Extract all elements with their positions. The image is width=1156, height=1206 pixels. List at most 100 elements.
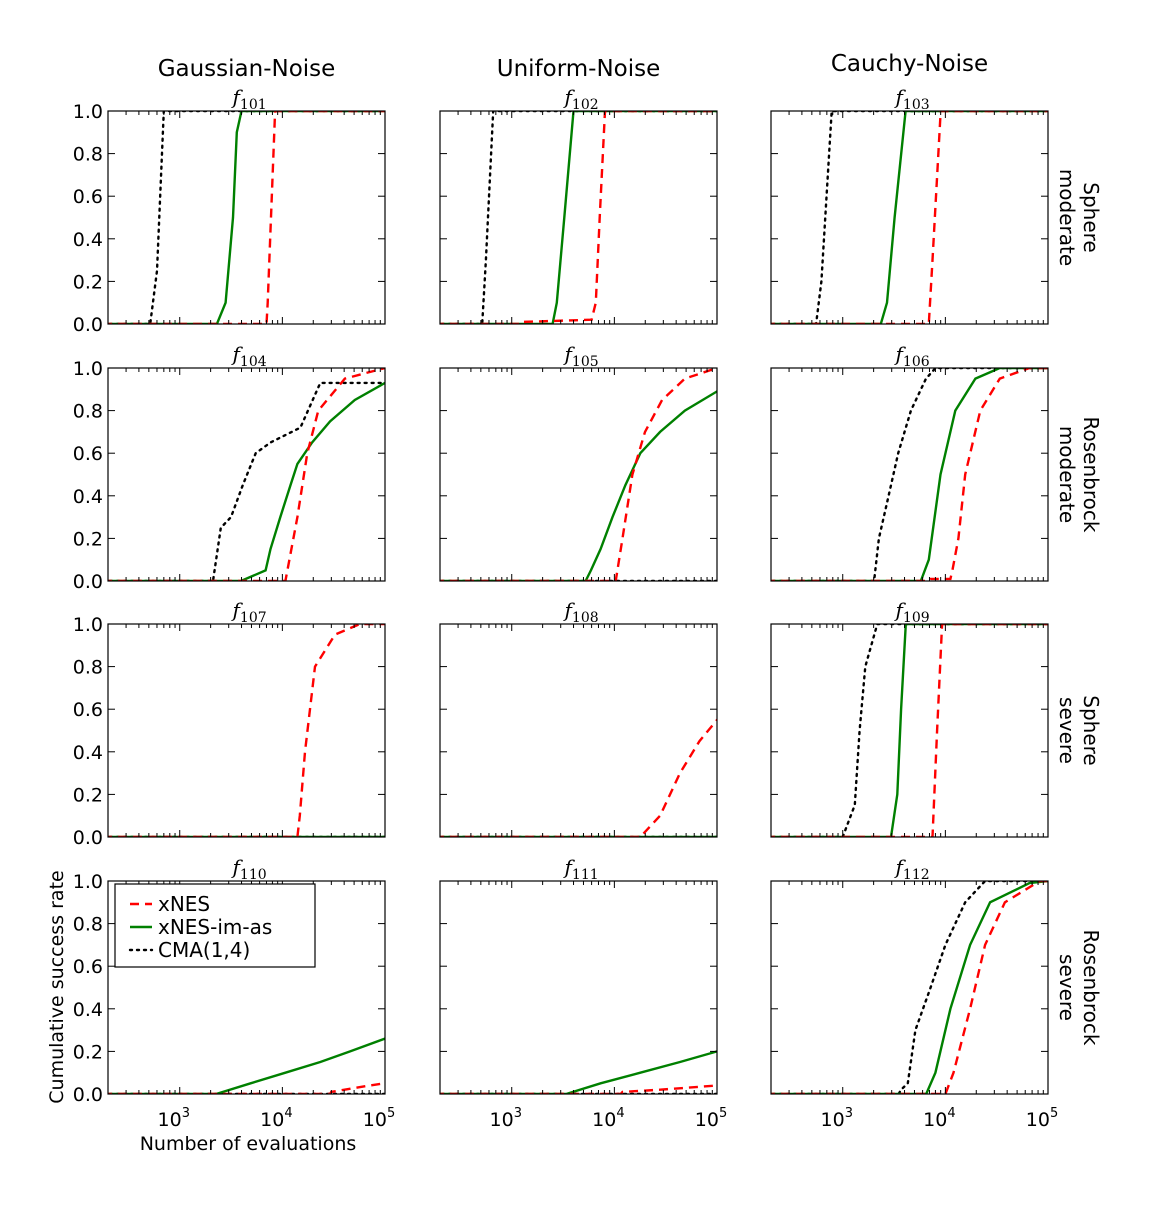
plot-area <box>440 718 717 837</box>
series-line-cma-1-4- <box>440 111 717 324</box>
panel-frame <box>770 880 1049 1095</box>
panel-frame <box>770 623 1049 838</box>
series-line-cma-1-4- <box>108 381 385 581</box>
row-label-line: Rosenbrock <box>1079 417 1103 533</box>
panel-title-sub: 101 <box>240 97 267 113</box>
series-line-cma-1-4- <box>771 111 1048 324</box>
panel-title-sub: 110 <box>240 867 267 883</box>
plot-area <box>108 368 385 581</box>
panel-102: f102 <box>439 85 718 325</box>
panel-title-sub: 111 <box>572 867 599 883</box>
panel-frame <box>439 623 718 838</box>
y-tick-label: 0.0 <box>73 314 103 336</box>
panel-title-sub: 103 <box>903 97 930 113</box>
x-tick-label: 103 <box>821 1106 853 1131</box>
series-line-xnes-im-as <box>108 111 385 324</box>
y-tick-label: 0.2 <box>73 528 103 550</box>
y-tick-label: 0.6 <box>73 443 103 465</box>
panel-title: f112 <box>894 855 930 883</box>
panel-title-sub: 105 <box>572 354 599 370</box>
series-line-cma-1-4- <box>771 624 1048 837</box>
panel-title: f108 <box>563 598 599 626</box>
x-tick-base: 10 <box>923 1109 947 1131</box>
panel-title-sub: 108 <box>572 610 599 626</box>
panel-title: f105 <box>563 342 599 370</box>
series-line-xnes-im-as <box>440 390 717 581</box>
panel-title: f106 <box>894 342 930 370</box>
row-label-line: Rosenbrock <box>1079 930 1103 1046</box>
series-line-xnes-im-as <box>771 111 1048 324</box>
x-tick-base: 10 <box>695 1109 719 1131</box>
plot-area <box>440 368 717 581</box>
legend-label: xNES <box>158 892 210 916</box>
panel-title: f103 <box>894 85 930 113</box>
panel-title: f107 <box>231 598 267 626</box>
plot-area <box>771 368 1048 581</box>
panel-frame <box>107 880 386 1095</box>
panel-106: f106 <box>770 342 1049 582</box>
x-tick-exp: 5 <box>387 1106 395 1121</box>
series-line-xnes-im-as <box>771 881 1048 1094</box>
plot-area <box>771 111 1048 324</box>
y-tick-label: 0.8 <box>73 914 103 936</box>
panel-105: f105 <box>439 342 718 582</box>
y-tick-label: 1.0 <box>73 871 103 893</box>
series-line-cma-1-4- <box>108 111 385 324</box>
y-axis-label: Cumulative success rate <box>46 870 68 1103</box>
series-line-xnes-im-as <box>440 111 717 324</box>
panel-frame <box>770 110 1049 325</box>
plot-area <box>440 111 717 324</box>
series-line-cma-1-4- <box>771 881 1048 1094</box>
series-line-cma-1-4- <box>771 368 1048 581</box>
x-tick-base: 10 <box>490 1109 514 1131</box>
x-tick-base: 10 <box>363 1109 387 1131</box>
row-label-line: severe <box>1055 954 1079 1021</box>
x-tick-exp: 3 <box>182 1106 190 1121</box>
row-label-line: moderate <box>1055 169 1079 266</box>
x-axis-label: Number of evaluations <box>140 1133 357 1155</box>
column-title: Uniform-Noise <box>497 56 661 82</box>
x-tick-label: 103 <box>490 1106 522 1131</box>
legend-label: CMA(1,4) <box>158 938 250 962</box>
panel-title-sub: 104 <box>240 354 267 370</box>
panel-title: f109 <box>894 598 930 626</box>
y-tick-label: 0.4 <box>73 999 103 1021</box>
series-line-xnes <box>108 111 385 324</box>
panel-107: f107 0.0 0.2 0.4 0.6 0.8 1.0 <box>73 598 386 849</box>
plot-area <box>771 881 1048 1094</box>
x-tick-label: 103 <box>158 1106 190 1131</box>
series-line-xnes-im-as <box>440 1050 717 1094</box>
x-tick-label: 104 <box>592 1106 624 1131</box>
plot-area <box>440 1050 717 1094</box>
y-tick-label: 0.0 <box>73 571 103 593</box>
x-tick-label: 105 <box>363 1106 395 1131</box>
x-tick-label: 105 <box>695 1106 727 1131</box>
series-line-xnes <box>771 111 1048 324</box>
y-tick-label: 0.6 <box>73 186 103 208</box>
x-tick-exp: 5 <box>719 1106 727 1121</box>
x-tick-exp: 5 <box>1050 1106 1058 1121</box>
panel-101: f101 0.0 0.2 0.4 0.6 0.8 1.0 <box>73 85 386 336</box>
panel-title: f110 <box>231 855 267 883</box>
legend-frame <box>114 883 316 968</box>
y-tick-label: 0.2 <box>73 784 103 806</box>
x-tick-label: 104 <box>923 1106 955 1131</box>
x-tick-exp: 3 <box>845 1106 853 1121</box>
y-tick-label: 0.0 <box>73 1084 103 1106</box>
y-tick-label: 0.4 <box>73 486 103 508</box>
y-tick-label: 0.2 <box>73 1041 103 1063</box>
panel-title: f111 <box>563 855 599 883</box>
series-line-xnes <box>771 881 1048 1094</box>
series-line-xnes-im-as <box>108 381 385 581</box>
y-tick-label: 0.8 <box>73 144 103 166</box>
panel-frame <box>107 623 386 838</box>
row-label-line: severe <box>1055 697 1079 764</box>
panel-title-sub: 109 <box>903 610 930 626</box>
y-tick-label: 0.2 <box>73 271 103 293</box>
row-label-line: moderate <box>1055 426 1079 523</box>
